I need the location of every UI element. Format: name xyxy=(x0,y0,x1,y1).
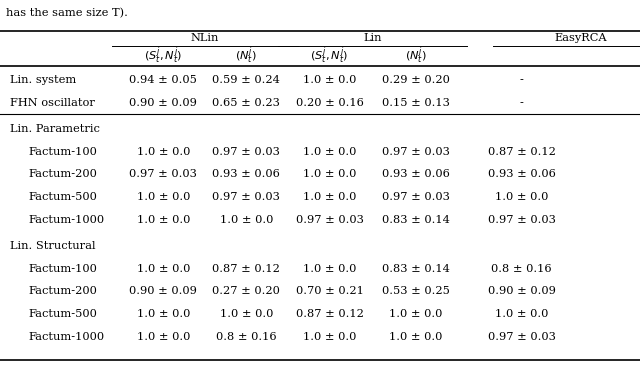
Text: 1.0 ± 0.0: 1.0 ± 0.0 xyxy=(303,146,356,157)
Text: 0.83 ± 0.14: 0.83 ± 0.14 xyxy=(382,263,450,274)
Text: 0.97 ± 0.03: 0.97 ± 0.03 xyxy=(382,146,450,157)
Text: 1.0 ± 0.0: 1.0 ± 0.0 xyxy=(303,263,356,274)
Text: 1.0 ± 0.0: 1.0 ± 0.0 xyxy=(220,215,273,225)
Text: 1.0 ± 0.0: 1.0 ± 0.0 xyxy=(495,192,548,202)
Text: 0.87 ± 0.12: 0.87 ± 0.12 xyxy=(212,263,280,274)
Text: Lin: Lin xyxy=(364,33,381,43)
Text: Factum-100: Factum-100 xyxy=(29,146,98,157)
Text: $(N_t^j)$: $(N_t^j)$ xyxy=(236,46,257,66)
Text: 0.8 ± 0.16: 0.8 ± 0.16 xyxy=(492,263,552,274)
Text: 0.93 ± 0.06: 0.93 ± 0.06 xyxy=(212,169,280,180)
Text: 0.90 ± 0.09: 0.90 ± 0.09 xyxy=(129,286,197,297)
Text: 0.97 ± 0.03: 0.97 ± 0.03 xyxy=(488,332,556,342)
Text: 1.0 ± 0.0: 1.0 ± 0.0 xyxy=(136,215,190,225)
Text: 1.0 ± 0.0: 1.0 ± 0.0 xyxy=(389,332,443,342)
Text: 1.0 ± 0.0: 1.0 ± 0.0 xyxy=(136,192,190,202)
Text: 0.65 ± 0.23: 0.65 ± 0.23 xyxy=(212,98,280,108)
Text: 1.0 ± 0.0: 1.0 ± 0.0 xyxy=(136,309,190,319)
Text: -: - xyxy=(520,98,524,108)
Text: 0.8 ± 0.16: 0.8 ± 0.16 xyxy=(216,332,276,342)
Text: 0.97 ± 0.03: 0.97 ± 0.03 xyxy=(296,215,364,225)
Text: 0.97 ± 0.03: 0.97 ± 0.03 xyxy=(212,146,280,157)
Text: 1.0 ± 0.0: 1.0 ± 0.0 xyxy=(220,309,273,319)
Text: has the same size T).: has the same size T). xyxy=(6,8,128,18)
Text: 0.90 ± 0.09: 0.90 ± 0.09 xyxy=(488,286,556,297)
Text: 0.93 ± 0.06: 0.93 ± 0.06 xyxy=(382,169,450,180)
Text: Factum-1000: Factum-1000 xyxy=(29,332,105,342)
Text: 0.70 ± 0.21: 0.70 ± 0.21 xyxy=(296,286,364,297)
Text: 0.97 ± 0.03: 0.97 ± 0.03 xyxy=(212,192,280,202)
Text: 1.0 ± 0.0: 1.0 ± 0.0 xyxy=(303,192,356,202)
Text: 0.94 ± 0.05: 0.94 ± 0.05 xyxy=(129,75,197,85)
Text: 1.0 ± 0.0: 1.0 ± 0.0 xyxy=(389,309,443,319)
Text: Factum-200: Factum-200 xyxy=(29,169,98,180)
Text: 1.0 ± 0.0: 1.0 ± 0.0 xyxy=(136,332,190,342)
Text: 1.0 ± 0.0: 1.0 ± 0.0 xyxy=(136,263,190,274)
Text: 0.53 ± 0.25: 0.53 ± 0.25 xyxy=(382,286,450,297)
Text: 1.0 ± 0.0: 1.0 ± 0.0 xyxy=(495,309,548,319)
Text: Factum-1000: Factum-1000 xyxy=(29,215,105,225)
Text: Lin. Parametric: Lin. Parametric xyxy=(10,124,99,134)
Text: 1.0 ± 0.0: 1.0 ± 0.0 xyxy=(303,332,356,342)
Text: Factum-200: Factum-200 xyxy=(29,286,98,297)
Text: 0.83 ± 0.14: 0.83 ± 0.14 xyxy=(382,215,450,225)
Text: 0.59 ± 0.24: 0.59 ± 0.24 xyxy=(212,75,280,85)
Text: Factum-500: Factum-500 xyxy=(29,192,98,202)
Text: $(N_t^j)$: $(N_t^j)$ xyxy=(405,46,427,66)
Text: 0.15 ± 0.13: 0.15 ± 0.13 xyxy=(382,98,450,108)
Text: 0.87 ± 0.12: 0.87 ± 0.12 xyxy=(488,146,556,157)
Text: NLin: NLin xyxy=(191,33,219,43)
Text: 0.20 ± 0.16: 0.20 ± 0.16 xyxy=(296,98,364,108)
Text: FHN oscillator: FHN oscillator xyxy=(10,98,95,108)
Text: Factum-100: Factum-100 xyxy=(29,263,98,274)
Text: Lin. system: Lin. system xyxy=(10,75,76,85)
Text: $(S_t^j, N_t^j)$: $(S_t^j, N_t^j)$ xyxy=(144,46,182,66)
Text: -: - xyxy=(520,75,524,85)
Text: 0.29 ± 0.20: 0.29 ± 0.20 xyxy=(382,75,450,85)
Text: Factum-500: Factum-500 xyxy=(29,309,98,319)
Text: 0.97 ± 0.03: 0.97 ± 0.03 xyxy=(129,169,197,180)
Text: Lin. Structural: Lin. Structural xyxy=(10,241,95,251)
Text: 0.27 ± 0.20: 0.27 ± 0.20 xyxy=(212,286,280,297)
Text: EasyRCA: EasyRCA xyxy=(555,33,607,43)
Text: $(S_t^j, N_t^j)$: $(S_t^j, N_t^j)$ xyxy=(310,46,349,66)
Text: 1.0 ± 0.0: 1.0 ± 0.0 xyxy=(136,146,190,157)
Text: 1.0 ± 0.0: 1.0 ± 0.0 xyxy=(303,75,356,85)
Text: 0.90 ± 0.09: 0.90 ± 0.09 xyxy=(129,98,197,108)
Text: 0.93 ± 0.06: 0.93 ± 0.06 xyxy=(488,169,556,180)
Text: 0.97 ± 0.03: 0.97 ± 0.03 xyxy=(382,192,450,202)
Text: 0.97 ± 0.03: 0.97 ± 0.03 xyxy=(488,215,556,225)
Text: 1.0 ± 0.0: 1.0 ± 0.0 xyxy=(303,169,356,180)
Text: 0.87 ± 0.12: 0.87 ± 0.12 xyxy=(296,309,364,319)
